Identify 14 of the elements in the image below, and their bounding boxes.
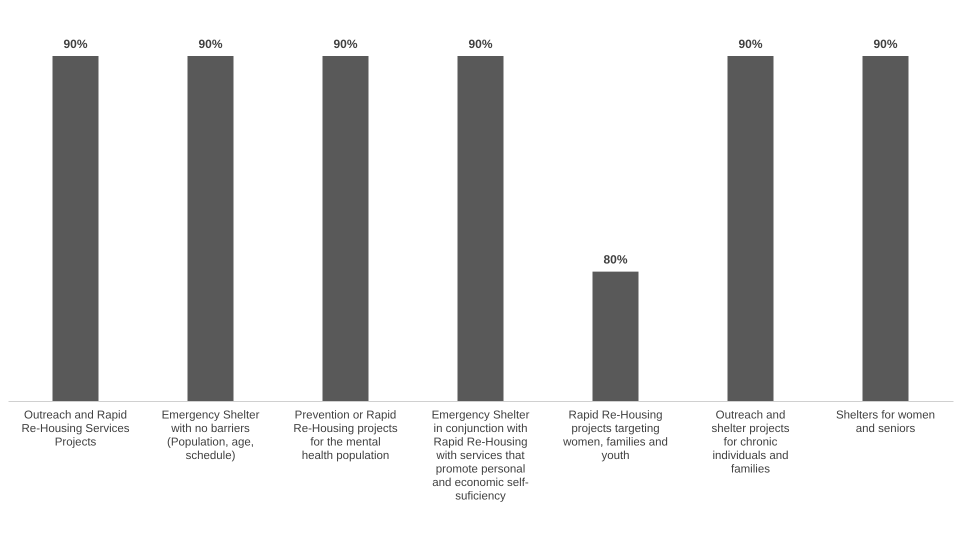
x-tick-label: Prevention or Rapid Re-Housing projects for the mental health population bbox=[293, 410, 398, 462]
data-label: 90% bbox=[738, 37, 763, 51]
data-label: 90% bbox=[198, 37, 223, 51]
x-tick-label: Outreach and Rapid Re-Housing Services Projects bbox=[21, 410, 130, 448]
data-label: 90% bbox=[873, 37, 898, 51]
x-tick-label: Outreach and shelter projects for chronic individuals and families bbox=[712, 410, 790, 476]
data-label: 80% bbox=[603, 252, 628, 267]
data-label: 90% bbox=[333, 37, 358, 51]
x-tick-label: Emergency Shelter with no barriers (Population, age, schedule) bbox=[162, 410, 260, 462]
data-label: 90% bbox=[63, 37, 88, 51]
data-label: 90% bbox=[468, 37, 493, 51]
x-tick-label: Emergency Shelter in conjunction with Rapid Re-Housing with services that promote personal and economic self-suficiency bbox=[432, 410, 530, 502]
x-tick-label: Shelters for women and seniors bbox=[836, 410, 936, 435]
x-tick-label: Rapid Re-Housing projects targeting women, families and youth bbox=[562, 410, 668, 462]
